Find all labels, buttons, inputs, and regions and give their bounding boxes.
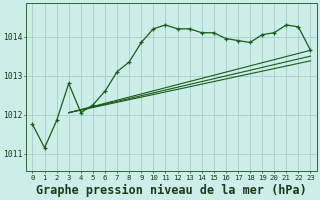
X-axis label: Graphe pression niveau de la mer (hPa): Graphe pression niveau de la mer (hPa) [36,183,307,197]
